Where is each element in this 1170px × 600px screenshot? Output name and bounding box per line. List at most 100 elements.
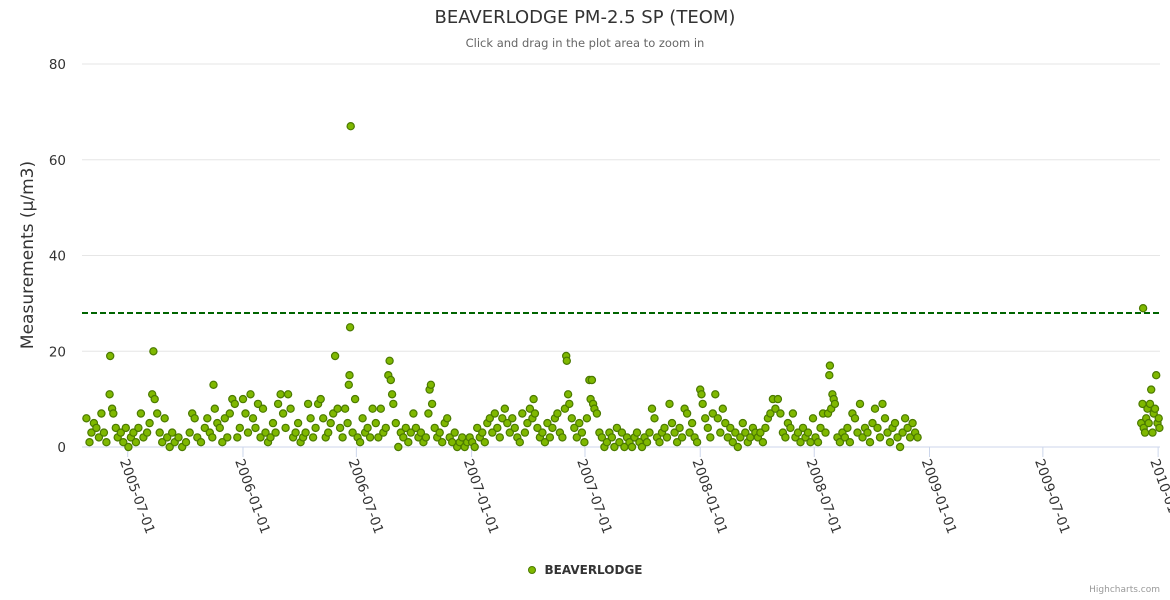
- data-point[interactable]: [738, 418, 748, 428]
- data-point[interactable]: [786, 423, 795, 433]
- data-point[interactable]: [505, 428, 514, 437]
- data-point[interactable]: [870, 404, 880, 413]
- data-point[interactable]: [278, 409, 288, 418]
- data-point[interactable]: [345, 371, 354, 380]
- data-point[interactable]: [548, 423, 557, 433]
- data-point[interactable]: [426, 380, 436, 389]
- data-point[interactable]: [181, 438, 191, 447]
- data-point[interactable]: [350, 394, 360, 404]
- data-point[interactable]: [617, 428, 627, 437]
- data-point[interactable]: [338, 433, 347, 442]
- data-point[interactable]: [607, 433, 617, 442]
- data-point[interactable]: [708, 409, 718, 418]
- data-point[interactable]: [655, 438, 664, 447]
- data-point[interactable]: [87, 428, 96, 437]
- data-point[interactable]: [808, 414, 818, 423]
- data-point[interactable]: [152, 409, 162, 418]
- data-point[interactable]: [868, 418, 877, 428]
- data-point[interactable]: [203, 414, 212, 423]
- data-point[interactable]: [421, 433, 431, 442]
- data-point[interactable]: [253, 399, 263, 409]
- data-point[interactable]: [478, 428, 487, 437]
- data-point[interactable]: [210, 404, 219, 413]
- data-point[interactable]: [875, 433, 885, 442]
- data-point[interactable]: [825, 361, 835, 370]
- data-point[interactable]: [131, 438, 141, 447]
- data-point[interactable]: [258, 404, 268, 413]
- data-point[interactable]: [793, 428, 803, 437]
- data-point[interactable]: [728, 438, 738, 447]
- data-point[interactable]: [424, 409, 433, 418]
- data-point[interactable]: [1155, 423, 1164, 433]
- data-point[interactable]: [741, 428, 750, 437]
- data-point[interactable]: [900, 414, 910, 423]
- data-point[interactable]: [650, 414, 659, 423]
- data-point[interactable]: [685, 428, 694, 437]
- data-point[interactable]: [399, 433, 408, 442]
- data-point[interactable]: [119, 438, 128, 447]
- data-point[interactable]: [363, 423, 372, 433]
- data-point[interactable]: [238, 394, 248, 404]
- data-point[interactable]: [667, 418, 677, 428]
- data-point[interactable]: [632, 428, 642, 437]
- data-point[interactable]: [538, 428, 547, 437]
- data-point[interactable]: [308, 433, 318, 442]
- data-point[interactable]: [796, 438, 805, 447]
- data-point[interactable]: [102, 438, 111, 447]
- data-point[interactable]: [597, 433, 607, 442]
- data-point[interactable]: [1138, 304, 1148, 313]
- data-point[interactable]: [82, 414, 91, 423]
- data-point[interactable]: [241, 409, 250, 418]
- data-point[interactable]: [134, 423, 143, 433]
- data-point[interactable]: [430, 423, 439, 433]
- data-point[interactable]: [473, 423, 482, 433]
- data-point[interactable]: [520, 428, 530, 437]
- data-point[interactable]: [563, 390, 573, 399]
- data-point[interactable]: [346, 121, 355, 131]
- data-point[interactable]: [493, 423, 502, 433]
- data-point[interactable]: [276, 390, 285, 399]
- data-point[interactable]: [773, 394, 783, 404]
- data-point[interactable]: [637, 442, 647, 452]
- data-point[interactable]: [766, 409, 775, 418]
- data-point[interactable]: [190, 414, 199, 423]
- data-point[interactable]: [348, 428, 357, 437]
- data-point[interactable]: [1154, 414, 1163, 423]
- data-point[interactable]: [124, 442, 133, 452]
- data-point[interactable]: [145, 418, 154, 428]
- data-point[interactable]: [376, 404, 385, 413]
- data-point[interactable]: [758, 438, 768, 447]
- data-point[interactable]: [116, 428, 126, 437]
- data-point[interactable]: [246, 390, 255, 399]
- data-point[interactable]: [129, 428, 138, 437]
- data-point[interactable]: [293, 418, 303, 428]
- data-point[interactable]: [575, 418, 584, 428]
- data-point[interactable]: [592, 409, 602, 418]
- data-point[interactable]: [261, 428, 270, 437]
- data-point[interactable]: [895, 442, 905, 452]
- data-point[interactable]: [508, 414, 517, 423]
- data-point[interactable]: [803, 428, 813, 437]
- data-point[interactable]: [303, 399, 313, 409]
- data-point[interactable]: [523, 418, 532, 428]
- data-point[interactable]: [540, 438, 550, 447]
- data-point[interactable]: [411, 423, 421, 433]
- data-point[interactable]: [825, 371, 834, 380]
- data-point[interactable]: [326, 418, 335, 428]
- data-point[interactable]: [736, 433, 745, 442]
- data-point[interactable]: [200, 423, 209, 433]
- data-point[interactable]: [885, 438, 895, 447]
- data-point[interactable]: [703, 423, 713, 433]
- data-point[interactable]: [266, 433, 275, 442]
- data-point[interactable]: [553, 409, 562, 418]
- data-point[interactable]: [567, 414, 577, 423]
- data-point[interactable]: [692, 438, 702, 447]
- data-point[interactable]: [570, 423, 579, 433]
- data-point[interactable]: [610, 442, 619, 452]
- data-point[interactable]: [283, 390, 293, 399]
- data-point[interactable]: [470, 442, 479, 452]
- data-point[interactable]: [642, 438, 652, 447]
- data-point[interactable]: [843, 423, 852, 433]
- data-point[interactable]: [858, 433, 867, 442]
- data-point[interactable]: [903, 423, 912, 433]
